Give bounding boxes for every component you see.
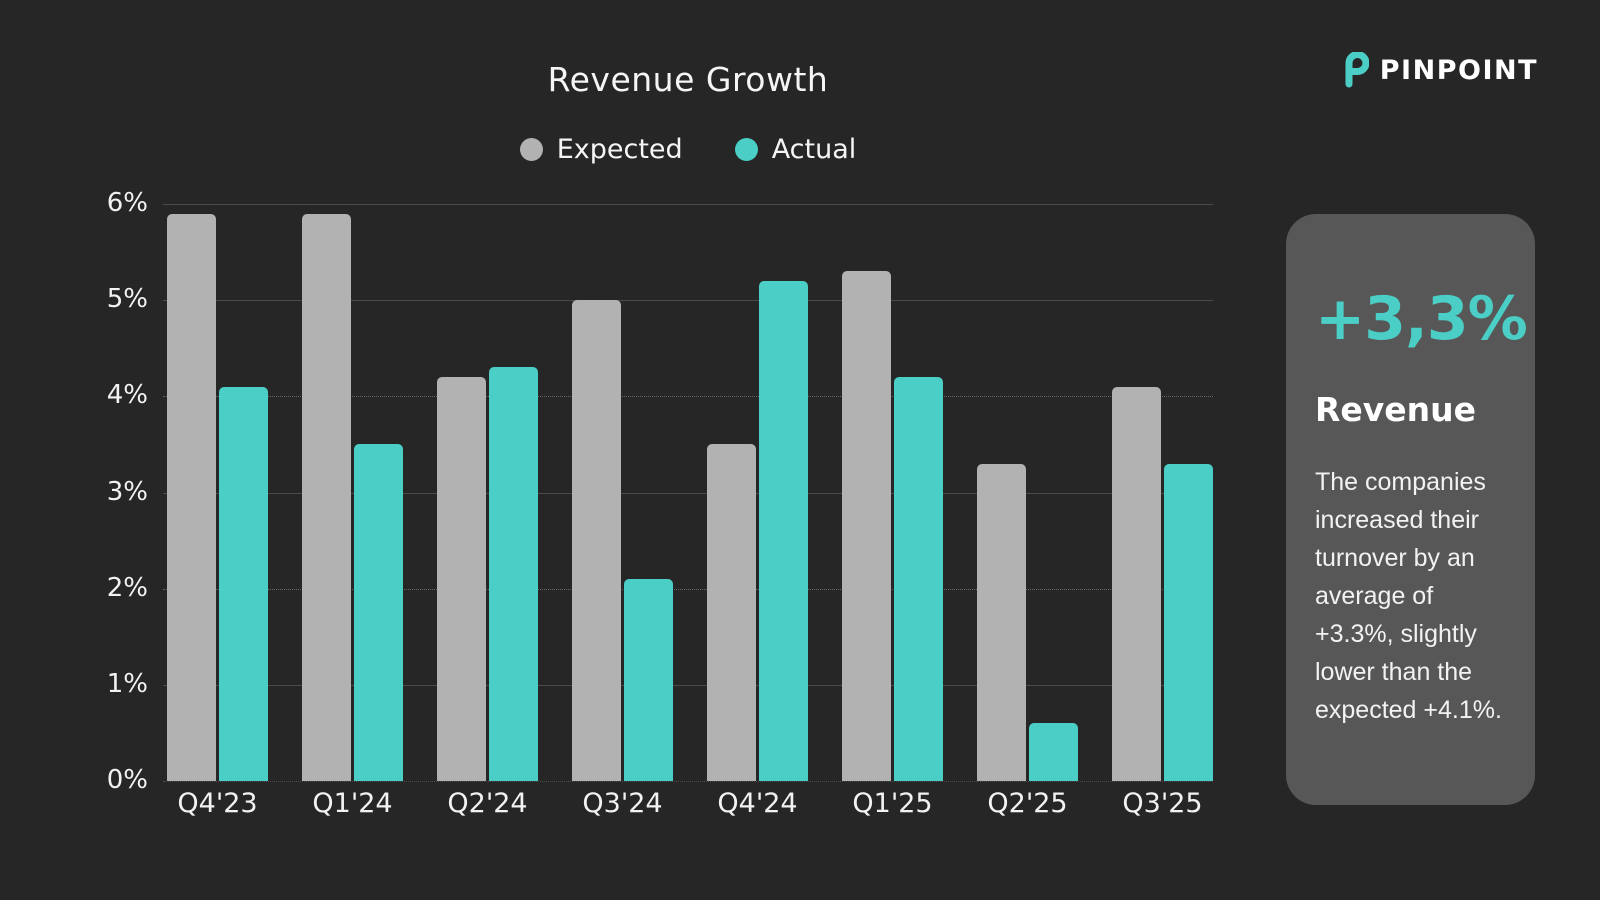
- y-tick-1%: 1%: [106, 668, 148, 699]
- bar-expected-q325: [1112, 386, 1161, 781]
- chart-legend: Expected Actual: [163, 134, 1213, 165]
- legend-item-expected: Expected: [519, 134, 683, 165]
- x-tick-q225: Q2'25: [987, 788, 1068, 819]
- pinpoint-p-icon: [1345, 52, 1369, 88]
- bar-group-q423: [167, 204, 268, 781]
- bar-actual-q224: [489, 367, 538, 781]
- bar-expected-q423: [167, 213, 216, 781]
- legend-label: Expected: [556, 134, 683, 165]
- gridline-1%: [163, 684, 1213, 686]
- x-tick-q424: Q4'24: [717, 788, 798, 819]
- gridline-4%: [163, 396, 1213, 398]
- bar-expected-q424: [707, 444, 756, 781]
- x-tick-q224: Q2'24: [447, 788, 528, 819]
- bar-group-q324: [572, 204, 673, 781]
- bar-actual-q125: [894, 377, 943, 781]
- y-tick-2%: 2%: [106, 572, 148, 603]
- x-tick-q325: Q3'25: [1122, 788, 1203, 819]
- bar-expected-q224: [437, 377, 486, 781]
- bar-actual-q225: [1029, 723, 1078, 781]
- bar-actual-q124: [354, 444, 403, 781]
- gridline-2%: [163, 588, 1213, 590]
- x-axis-labels: Q4'23 Q1'24 Q2'24 Q3'24 Q4'24 Q1'25 Q2'25 Q3'25: [163, 788, 1213, 819]
- bar-actual-q325: [1164, 463, 1213, 781]
- y-tick-3%: 3%: [106, 476, 148, 507]
- bar-actual-q423: [219, 386, 268, 781]
- x-tick-q423: Q4'23: [177, 788, 258, 819]
- legend-dot-icon: [734, 138, 758, 161]
- bar-expected-q125: [842, 271, 891, 781]
- plot-area: [163, 204, 1213, 782]
- insight-headline: +3,3%: [1315, 284, 1528, 354]
- x-tick-q125: Q1'25: [852, 788, 933, 819]
- x-tick-q324: Q3'24: [582, 788, 663, 819]
- bar-actual-q424: [759, 280, 808, 781]
- bar-group-q325: [1112, 204, 1213, 781]
- bar-group-q224: [437, 204, 538, 781]
- gridline-3%: [163, 492, 1213, 494]
- insight-subtitle: Revenue: [1315, 390, 1477, 429]
- y-tick-4%: 4%: [106, 380, 148, 411]
- legend-item-actual: Actual: [734, 134, 857, 165]
- insight-body: The companies increased their turnover b…: [1315, 468, 1502, 724]
- bar-actual-q324: [624, 579, 673, 781]
- y-tick-6%: 6%: [106, 188, 148, 218]
- bar-group-q124: [302, 204, 403, 781]
- legend-label: Actual: [771, 134, 857, 165]
- bar-group-q424: [707, 204, 808, 781]
- chart-title: Revenue Growth: [547, 60, 829, 99]
- bar-expected-q225: [977, 463, 1026, 781]
- bars-row: [163, 204, 1213, 781]
- brand-logo: PINPOINT: [1342, 52, 1538, 88]
- bar-group-q225: [977, 204, 1078, 781]
- bar-expected-q124: [302, 213, 351, 781]
- y-tick-5%: 5%: [106, 284, 148, 315]
- gridline-6%: [163, 204, 1213, 205]
- y-tick-0%: 0%: [106, 765, 148, 795]
- gridline-5%: [163, 300, 1213, 302]
- bar-group-q125: [842, 204, 943, 781]
- x-tick-q124: Q1'24: [312, 788, 393, 819]
- legend-dot-icon: [519, 138, 543, 161]
- gridline-0%: [163, 781, 1213, 782]
- bar-expected-q324: [572, 300, 621, 781]
- insight-card: +3,3% Revenue The companies increased th…: [1286, 214, 1535, 805]
- brand-name: PINPOINT: [1379, 54, 1538, 86]
